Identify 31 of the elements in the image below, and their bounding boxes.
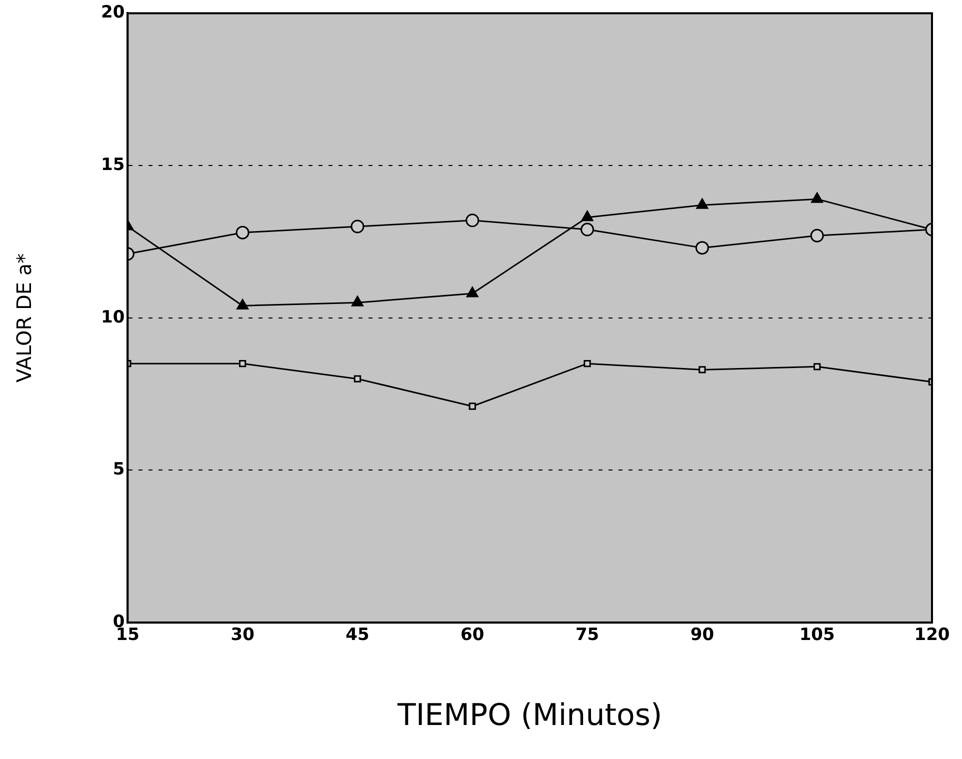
point [352,296,364,306]
point [696,198,708,209]
point [581,210,594,222]
point [236,226,250,240]
point [466,286,478,298]
x-tick-label: 90 [690,625,714,646]
x-tick-label: 120 [914,625,950,646]
x-tick-label: 60 [460,625,484,646]
point [584,360,591,368]
point [698,366,706,374]
y-tick-label: 5 [112,460,125,480]
x-tick-label: 30 [230,625,255,646]
y-tick-label: 20 [100,2,125,23]
x-tick-label: 105 [799,625,835,646]
y-tick-label: 10 [100,307,125,328]
point [468,402,476,410]
point [810,228,824,242]
y-tick-label: 15 [100,154,125,175]
x-axis-title: TIEMPO (Minutos) [396,698,662,733]
point [811,192,824,203]
point [350,220,364,234]
point [236,298,249,310]
point [814,363,821,370]
x-tick-label: 45 [346,625,370,646]
point [695,241,709,255]
x-tick-label: 75 [575,625,600,646]
point [466,214,480,228]
y-axis-title: VALOR DE a* [12,253,36,382]
point [238,360,246,368]
point [354,375,362,382]
point [580,222,594,236]
